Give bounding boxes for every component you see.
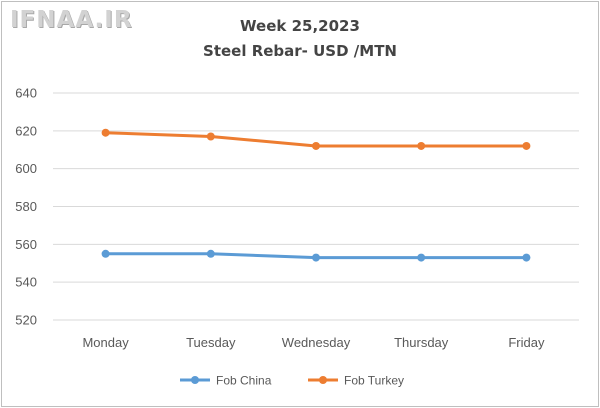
y-tick-label: 520 [15, 313, 37, 328]
y-tick-label: 620 [15, 123, 37, 138]
x-tick-label: Monday [82, 335, 129, 350]
y-tick-label: 580 [15, 199, 37, 214]
y-axis: 520 540 560 580 600 620 640 [15, 86, 37, 328]
fob-china-point [417, 253, 426, 262]
x-tick-label: Friday [508, 335, 545, 350]
fob-turkey-point [206, 132, 215, 141]
fob-china-point [206, 249, 215, 258]
fob-china-point [312, 253, 320, 262]
fob-china-point [522, 253, 531, 262]
legend: Fob China Fob Turkey [180, 374, 404, 388]
fob-turkey-point [522, 141, 531, 150]
y-tick-label: 640 [15, 86, 37, 101]
fob-turkey-point [312, 141, 320, 150]
fob-turkey-legend-label: Fob Turkey [344, 374, 404, 388]
x-tick-label: Wednesday [282, 335, 351, 350]
y-tick-label: 600 [15, 161, 37, 176]
watermark-logo: IFNAA.IR [10, 7, 133, 33]
fob-turkey-point [417, 141, 426, 150]
y-tick-label: 540 [15, 275, 37, 290]
x-tick-label: Thursday [394, 335, 449, 350]
fob-turkey-point [101, 128, 110, 137]
fob-turkey-legend-marker [319, 376, 327, 384]
fob-china-legend-label: Fob China [216, 374, 272, 388]
fob-china-legend-marker [191, 376, 199, 384]
chart-title: Week 25,2023 [240, 17, 360, 35]
x-axis: Monday Tuesday Wednesday Thursday Friday [82, 335, 544, 350]
fob-china-point [101, 249, 110, 258]
chart-subtitle: Steel Rebar- USD /MTN [203, 42, 397, 60]
series-lines [101, 128, 531, 262]
gridlines [53, 92, 579, 321]
y-tick-label: 560 [15, 237, 37, 252]
x-tick-label: Tuesday [186, 335, 236, 350]
